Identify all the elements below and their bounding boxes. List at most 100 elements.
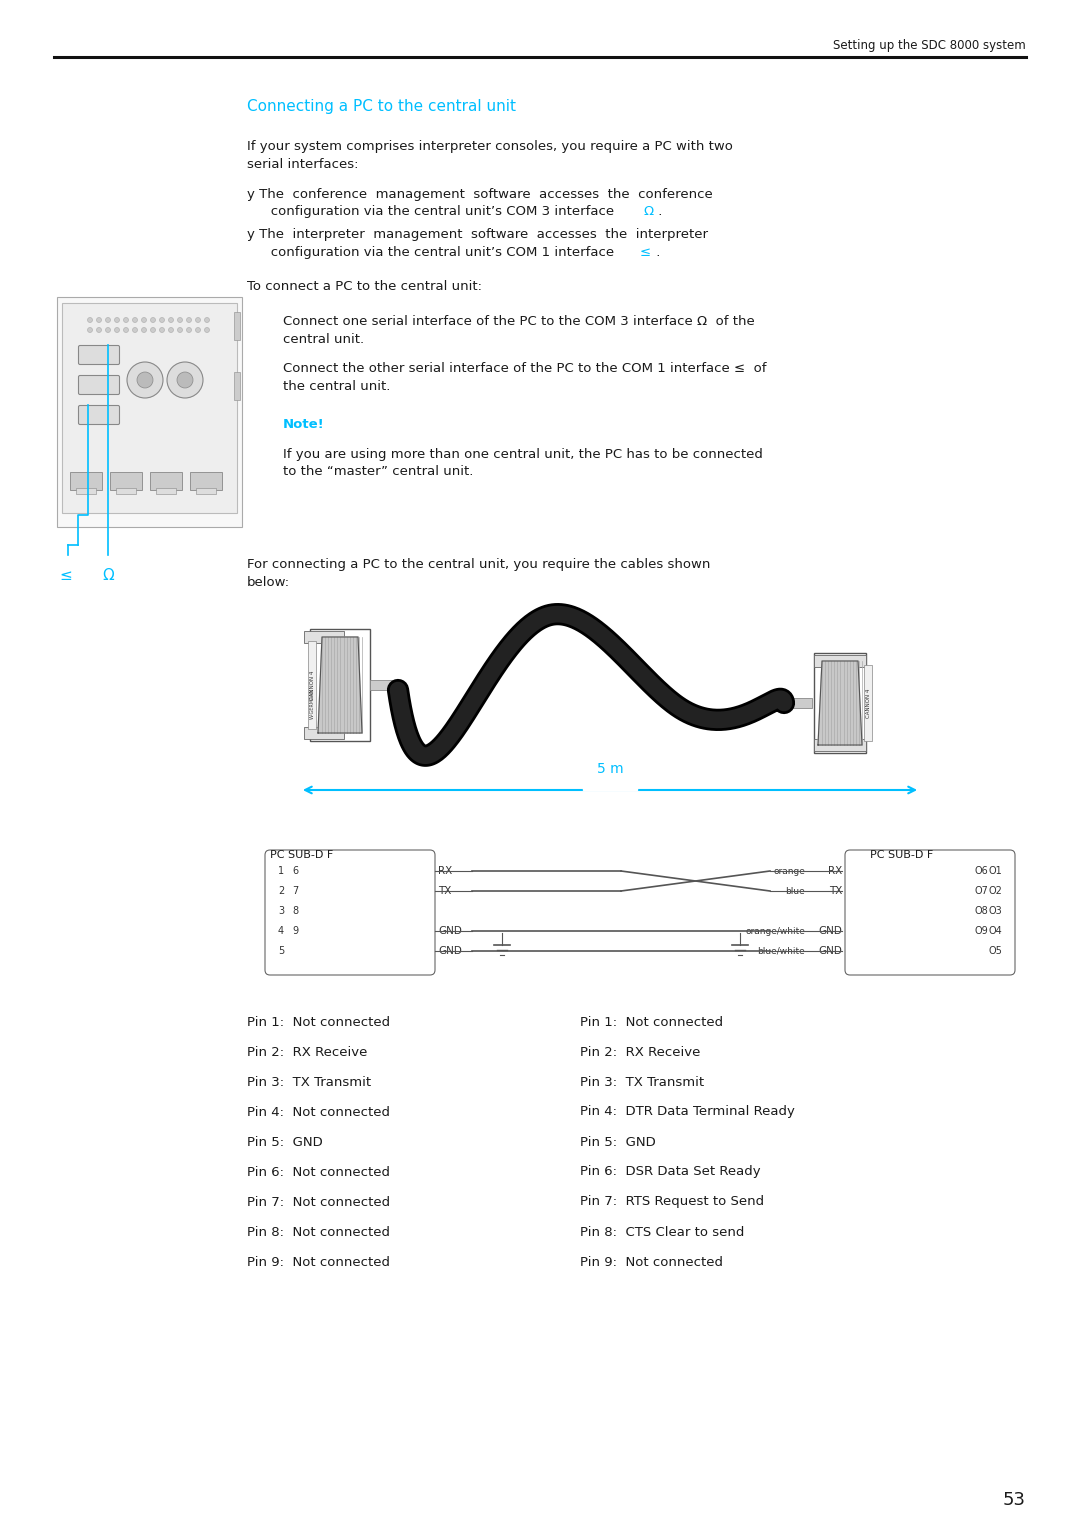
Bar [784,700,789,706]
Text: y The  conference  management  software  accesses  the  conference: y The conference management software acc… [247,188,713,202]
Text: GND: GND [438,926,462,937]
Text: 8: 8 [292,906,298,915]
Circle shape [195,327,201,333]
Circle shape [150,327,156,333]
Circle shape [177,327,183,333]
Text: O6: O6 [974,866,988,876]
Text: GND: GND [819,946,842,957]
Polygon shape [318,637,362,733]
Circle shape [123,318,129,322]
Text: 3: 3 [278,906,284,915]
Text: Pin 8:  Not connected: Pin 8: Not connected [247,1225,390,1239]
Circle shape [114,327,120,333]
Text: below:: below: [247,576,291,588]
Text: O9: O9 [974,926,988,937]
Text: TX: TX [828,886,842,895]
Circle shape [160,327,164,333]
Text: Pin 3:  TX Transmit: Pin 3: TX Transmit [580,1076,704,1088]
Bar [116,487,136,494]
Text: blue: blue [785,886,805,895]
Text: Ω: Ω [103,567,113,582]
Text: Connect the other serial interface of the PC to the COM 1 interface ≤  of: Connect the other serial interface of th… [283,362,767,374]
Text: ≤: ≤ [59,567,72,582]
Text: Pin 6:  Not connected: Pin 6: Not connected [247,1166,390,1178]
Text: 1: 1 [278,866,284,876]
Text: configuration via the central unit’s COM 3 interface: configuration via the central unit’s COM… [258,205,619,219]
Circle shape [204,318,210,322]
Text: PC SUB-D F: PC SUB-D F [870,850,933,860]
Bar [303,631,345,643]
Bar [814,740,866,750]
Text: .: . [654,205,662,219]
Bar [370,680,392,691]
Circle shape [150,318,156,322]
Bar [70,472,102,490]
Text: the central unit.: the central unit. [283,380,390,393]
Text: serial interfaces:: serial interfaces: [247,157,359,171]
Bar [789,698,812,707]
Text: Connecting a PC to the central unit: Connecting a PC to the central unit [247,99,516,115]
Text: Pin 4:  Not connected: Pin 4: Not connected [247,1105,390,1118]
Text: Pin 8:  CTS Clear to send: Pin 8: CTS Clear to send [580,1225,744,1239]
Circle shape [96,327,102,333]
Bar [110,472,141,490]
Text: orange: orange [773,866,805,876]
Text: Pin 1:  Not connected: Pin 1: Not connected [580,1016,724,1028]
Text: .: . [652,246,660,260]
Text: O1: O1 [988,866,1002,876]
Circle shape [167,362,203,397]
Text: blue/white: blue/white [757,946,805,955]
Bar [150,472,183,490]
Text: 9: 9 [292,926,298,937]
Circle shape [87,327,93,333]
Bar [156,487,176,494]
Text: W-GERMANY: W-GERMANY [310,688,314,718]
Text: Pin 9:  Not connected: Pin 9: Not connected [247,1256,390,1268]
Circle shape [127,362,163,397]
Circle shape [204,327,210,333]
Text: TX: TX [438,886,451,895]
Text: Pin 7:  RTS Request to Send: Pin 7: RTS Request to Send [580,1195,765,1209]
Text: 5 m: 5 m [596,762,623,776]
Bar [57,296,242,527]
Bar [864,665,872,741]
Text: 6: 6 [292,866,298,876]
Text: ≤: ≤ [640,246,651,260]
Polygon shape [818,662,862,746]
Text: Ω: Ω [643,205,653,219]
Text: configuration via the central unit’s COM 1 interface: configuration via the central unit’s COM… [258,246,619,260]
Circle shape [168,318,174,322]
Text: To connect a PC to the central unit:: To connect a PC to the central unit: [247,280,482,293]
Bar [308,642,316,729]
Bar [190,472,222,490]
Text: O2: O2 [988,886,1002,895]
Bar [303,727,345,740]
Circle shape [106,318,110,322]
Circle shape [106,327,110,333]
Circle shape [141,318,147,322]
Circle shape [114,318,120,322]
FancyBboxPatch shape [79,345,120,365]
Bar [195,487,216,494]
FancyBboxPatch shape [845,850,1015,975]
Circle shape [177,371,193,388]
Text: RX: RX [827,866,842,876]
Text: Pin 5:  GND: Pin 5: GND [580,1135,656,1149]
Text: O4: O4 [988,926,1002,937]
Text: 2: 2 [278,886,284,895]
Text: CANNON 4: CANNON 4 [310,671,314,700]
Text: y The  interpreter  management  software  accesses  the  interpreter: y The interpreter management software ac… [247,228,708,241]
Bar [62,303,237,513]
Text: Pin 7:  Not connected: Pin 7: Not connected [247,1195,390,1209]
Text: Connect one serial interface of the PC to the COM 3 interface Ω  of the: Connect one serial interface of the PC t… [283,315,755,329]
Circle shape [133,327,137,333]
Text: Pin 2:  RX Receive: Pin 2: RX Receive [580,1045,700,1059]
FancyBboxPatch shape [265,850,435,975]
Text: 5: 5 [278,946,284,957]
Bar [234,371,240,400]
Circle shape [133,318,137,322]
Text: PC SUB-D F: PC SUB-D F [270,850,334,860]
Text: orange/white: orange/white [745,926,805,935]
Text: Pin 4:  DTR Data Terminal Ready: Pin 4: DTR Data Terminal Ready [580,1105,795,1118]
Text: Pin 9:  Not connected: Pin 9: Not connected [580,1256,723,1268]
